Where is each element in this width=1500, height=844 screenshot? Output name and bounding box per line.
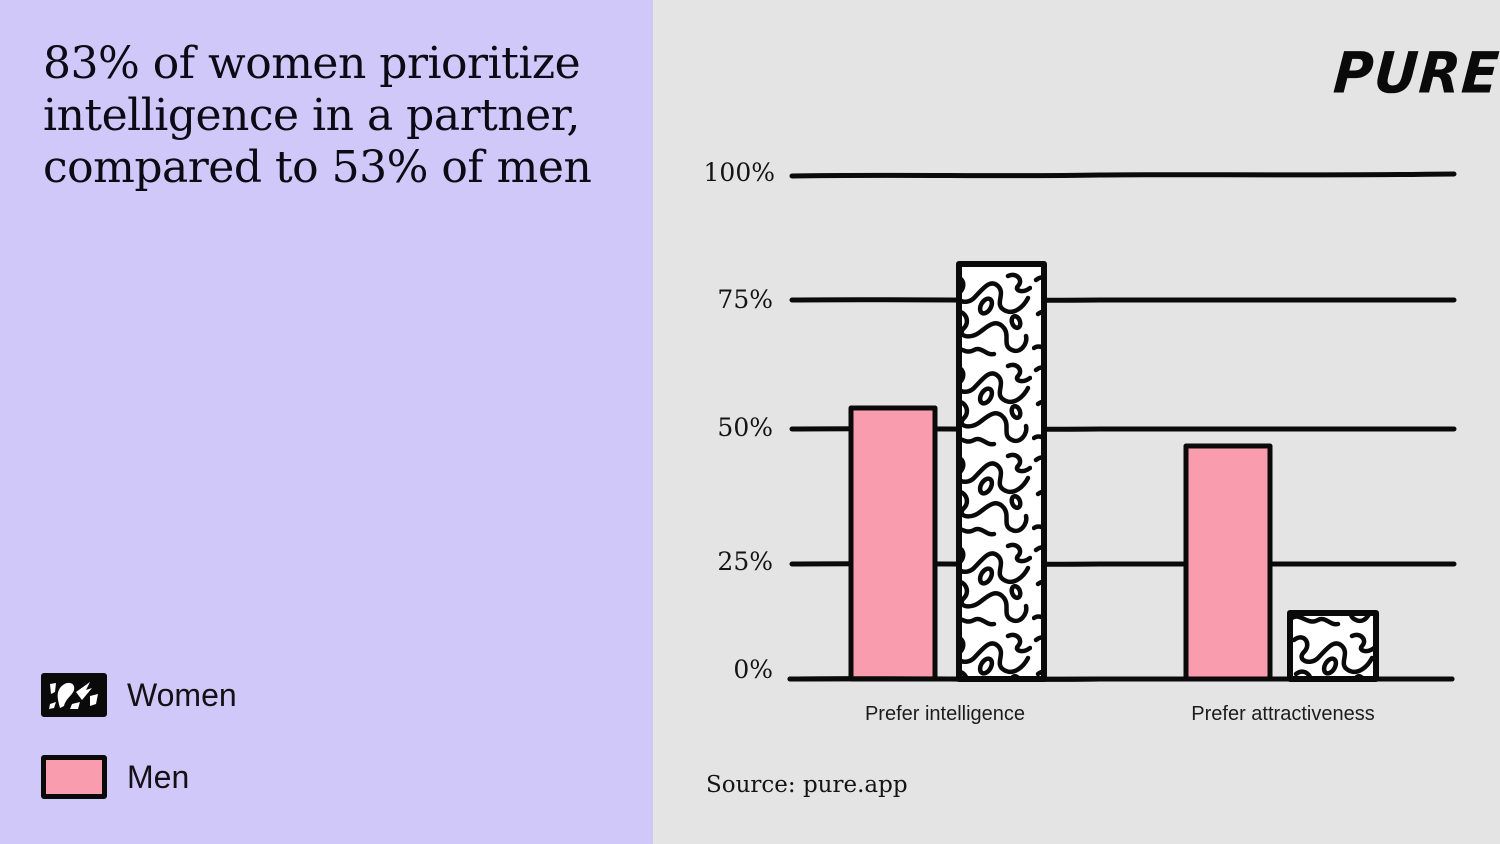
legend-label-men: Men [127, 758, 190, 795]
chart-panel [653, 0, 1500, 844]
ytick-50: 50% [717, 413, 773, 442]
bar-men-intelligence [848, 405, 938, 682]
men-swatch-icon [41, 755, 107, 799]
headline: 83% of women prioritize intelligence in … [43, 38, 592, 193]
ytick-25: 25% [717, 547, 773, 576]
ytick-75: 75% [717, 285, 773, 314]
ytick-100: 100% [703, 158, 775, 187]
source-note: Source: pure.app [706, 772, 908, 798]
xlabel-prefer-intelligence: Prefer intelligence [864, 703, 1026, 725]
women-swatch-icon [41, 673, 107, 717]
legend-item-women: Women [41, 673, 237, 717]
bar-men-attractiveness [1183, 443, 1273, 682]
bar-women-attractiveness [1287, 610, 1379, 682]
xlabel-prefer-attractiveness: Prefer attractiveness [1191, 703, 1375, 725]
legend-label-women: Women [127, 676, 237, 713]
ytick-0: 0% [733, 655, 773, 684]
bar-women-intelligence [956, 261, 1047, 682]
left-panel [0, 0, 653, 844]
legend-item-men: Men [41, 755, 189, 799]
